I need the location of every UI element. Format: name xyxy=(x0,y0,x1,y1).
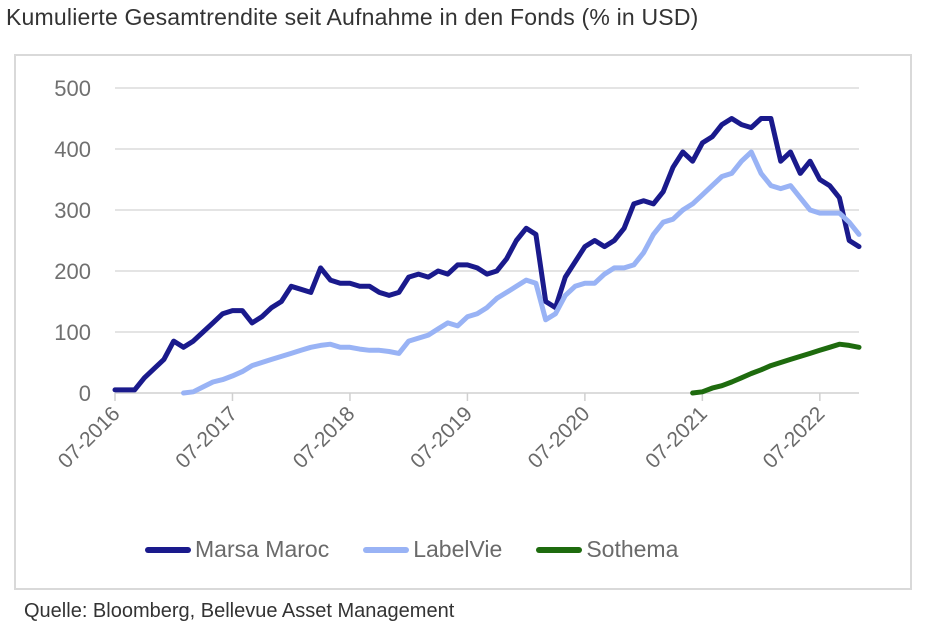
x-tick-label: 07-2016 xyxy=(54,402,125,473)
legend-label: Marsa Maroc xyxy=(195,536,330,562)
series-line-labelvie xyxy=(181,149,862,396)
x-tick-label: 07-2018 xyxy=(289,402,360,473)
legend-swatch xyxy=(363,546,410,553)
chart-frame xyxy=(14,54,912,590)
y-tick-label: 500 xyxy=(54,76,91,101)
x-tick-label: 07-2022 xyxy=(759,402,830,473)
legend-label: Sothema xyxy=(586,536,679,562)
legend: Marsa Maroc LabelVie Sothema xyxy=(145,536,678,563)
x-tick-label: 07-2021 xyxy=(641,402,712,473)
legend-swatch xyxy=(536,546,583,553)
y-tick-label: 100 xyxy=(54,320,91,345)
legend-item-sothema: Sothema xyxy=(536,536,678,563)
legend-item-labelvie: LabelVie xyxy=(363,536,502,563)
chart-title: Kumulierte Gesamtrendite seit Aufnahme i… xyxy=(6,4,699,30)
y-tick-label: 0 xyxy=(79,381,91,406)
line-chart: 0 100 200 300 400 500 07-2016 07-2017 07-2018 07-… xyxy=(54,76,862,473)
x-tick-label: 07-2017 xyxy=(171,402,242,473)
y-tick-label: 200 xyxy=(54,259,91,284)
legend-item-marsa-maroc: Marsa Maroc xyxy=(145,536,329,563)
y-tick-label: 300 xyxy=(54,198,91,223)
series-line-marsa-maroc xyxy=(112,116,862,393)
legend-label: LabelVie xyxy=(413,536,503,562)
legend-swatch xyxy=(145,546,191,553)
source-note: Quelle: Bloomberg, Bellevue Asset Manage… xyxy=(24,600,455,622)
series-line-sothema xyxy=(690,341,862,396)
x-tick-label: 07-2020 xyxy=(524,402,595,473)
x-tick-label: 07-2019 xyxy=(406,402,477,473)
y-tick-label: 400 xyxy=(54,137,91,162)
